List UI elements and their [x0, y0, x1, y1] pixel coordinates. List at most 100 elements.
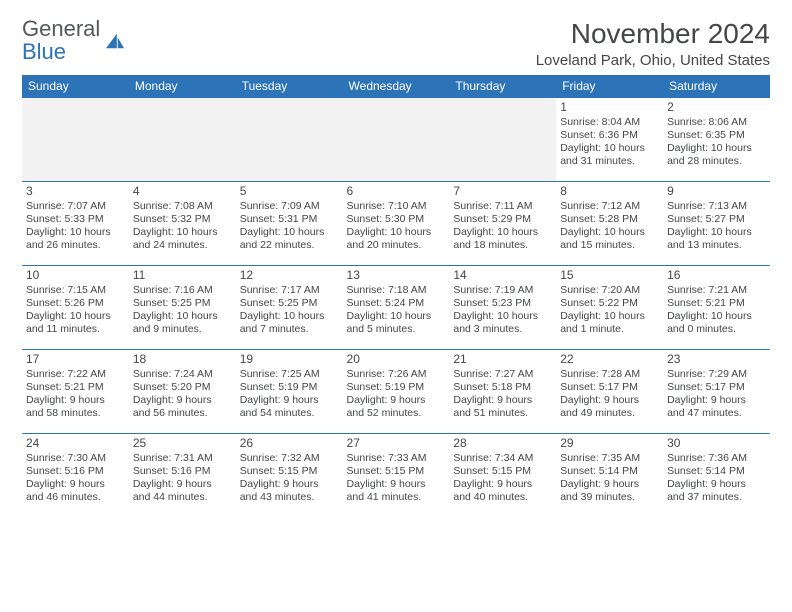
calendar-row: 24Sunrise: 7:30 AMSunset: 5:16 PMDayligh…: [22, 434, 770, 518]
sunset-text: Sunset: 5:29 PM: [453, 213, 552, 226]
page: General Blue November 2024 Loveland Park…: [0, 0, 792, 518]
daylight-text: Daylight: 10 hours and 0 minutes.: [667, 310, 766, 336]
calendar-row: 1Sunrise: 8:04 AMSunset: 6:36 PMDaylight…: [22, 98, 770, 182]
day-number: 28: [453, 436, 552, 451]
day-number: 23: [667, 352, 766, 367]
sunset-text: Sunset: 5:17 PM: [560, 381, 659, 394]
calendar-cell: 18Sunrise: 7:24 AMSunset: 5:20 PMDayligh…: [129, 350, 236, 434]
daylight-text: Daylight: 10 hours and 15 minutes.: [560, 226, 659, 252]
logo-text: General Blue: [22, 18, 100, 64]
sunset-text: Sunset: 5:25 PM: [133, 297, 232, 310]
day-number: 1: [560, 100, 659, 115]
calendar-cell: 24Sunrise: 7:30 AMSunset: 5:16 PMDayligh…: [22, 434, 129, 518]
calendar-cell: 11Sunrise: 7:16 AMSunset: 5:25 PMDayligh…: [129, 266, 236, 350]
daylight-text: Daylight: 9 hours and 49 minutes.: [560, 394, 659, 420]
sunrise-text: Sunrise: 7:32 AM: [240, 452, 339, 465]
calendar-row: 3Sunrise: 7:07 AMSunset: 5:33 PMDaylight…: [22, 182, 770, 266]
sunset-text: Sunset: 5:23 PM: [453, 297, 552, 310]
daylight-text: Daylight: 9 hours and 41 minutes.: [347, 478, 446, 504]
calendar-cell-blank: [22, 98, 129, 182]
day-number: 8: [560, 184, 659, 199]
sunrise-text: Sunrise: 7:27 AM: [453, 368, 552, 381]
day-number: 24: [26, 436, 125, 451]
day-number: 30: [667, 436, 766, 451]
weekday-header: Thursday: [449, 75, 556, 98]
daylight-text: Daylight: 10 hours and 11 minutes.: [26, 310, 125, 336]
sail-icon: [104, 32, 126, 50]
daylight-text: Daylight: 10 hours and 26 minutes.: [26, 226, 125, 252]
daylight-text: Daylight: 10 hours and 20 minutes.: [347, 226, 446, 252]
daylight-text: Daylight: 9 hours and 56 minutes.: [133, 394, 232, 420]
sunrise-text: Sunrise: 7:19 AM: [453, 284, 552, 297]
calendar-cell: 4Sunrise: 7:08 AMSunset: 5:32 PMDaylight…: [129, 182, 236, 266]
day-number: 21: [453, 352, 552, 367]
calendar-cell: 25Sunrise: 7:31 AMSunset: 5:16 PMDayligh…: [129, 434, 236, 518]
calendar-cell-blank: [236, 98, 343, 182]
calendar-table: SundayMondayTuesdayWednesdayThursdayFrid…: [22, 75, 770, 518]
day-number: 19: [240, 352, 339, 367]
calendar-row: 10Sunrise: 7:15 AMSunset: 5:26 PMDayligh…: [22, 266, 770, 350]
daylight-text: Daylight: 9 hours and 52 minutes.: [347, 394, 446, 420]
daylight-text: Daylight: 10 hours and 18 minutes.: [453, 226, 552, 252]
sunset-text: Sunset: 5:33 PM: [26, 213, 125, 226]
sunset-text: Sunset: 5:31 PM: [240, 213, 339, 226]
daylight-text: Daylight: 9 hours and 43 minutes.: [240, 478, 339, 504]
sunset-text: Sunset: 5:21 PM: [667, 297, 766, 310]
calendar-cell: 2Sunrise: 8:06 AMSunset: 6:35 PMDaylight…: [663, 98, 770, 182]
weekday-header: Wednesday: [343, 75, 450, 98]
sunrise-text: Sunrise: 7:22 AM: [26, 368, 125, 381]
sunrise-text: Sunrise: 7:20 AM: [560, 284, 659, 297]
daylight-text: Daylight: 9 hours and 47 minutes.: [667, 394, 766, 420]
daylight-text: Daylight: 9 hours and 37 minutes.: [667, 478, 766, 504]
calendar-cell-blank: [129, 98, 236, 182]
daylight-text: Daylight: 10 hours and 24 minutes.: [133, 226, 232, 252]
sunset-text: Sunset: 5:16 PM: [26, 465, 125, 478]
sunset-text: Sunset: 5:15 PM: [453, 465, 552, 478]
sunrise-text: Sunrise: 7:24 AM: [133, 368, 232, 381]
day-number: 13: [347, 268, 446, 283]
sunrise-text: Sunrise: 7:17 AM: [240, 284, 339, 297]
sunrise-text: Sunrise: 7:12 AM: [560, 200, 659, 213]
sunset-text: Sunset: 5:19 PM: [240, 381, 339, 394]
day-number: 26: [240, 436, 339, 451]
calendar-header: SundayMondayTuesdayWednesdayThursdayFrid…: [22, 75, 770, 98]
calendar-cell: 20Sunrise: 7:26 AMSunset: 5:19 PMDayligh…: [343, 350, 450, 434]
calendar-cell: 13Sunrise: 7:18 AMSunset: 5:24 PMDayligh…: [343, 266, 450, 350]
sunrise-text: Sunrise: 8:04 AM: [560, 116, 659, 129]
daylight-text: Daylight: 10 hours and 31 minutes.: [560, 142, 659, 168]
calendar-cell: 6Sunrise: 7:10 AMSunset: 5:30 PMDaylight…: [343, 182, 450, 266]
sunset-text: Sunset: 5:15 PM: [240, 465, 339, 478]
sunset-text: Sunset: 5:18 PM: [453, 381, 552, 394]
daylight-text: Daylight: 10 hours and 7 minutes.: [240, 310, 339, 336]
sunrise-text: Sunrise: 7:28 AM: [560, 368, 659, 381]
day-number: 22: [560, 352, 659, 367]
day-number: 9: [667, 184, 766, 199]
daylight-text: Daylight: 9 hours and 51 minutes.: [453, 394, 552, 420]
logo: General Blue: [22, 18, 126, 64]
sunset-text: Sunset: 5:15 PM: [347, 465, 446, 478]
day-number: 7: [453, 184, 552, 199]
daylight-text: Daylight: 9 hours and 54 minutes.: [240, 394, 339, 420]
sunrise-text: Sunrise: 7:26 AM: [347, 368, 446, 381]
calendar-cell: 30Sunrise: 7:36 AMSunset: 5:14 PMDayligh…: [663, 434, 770, 518]
weekday-header: Saturday: [663, 75, 770, 98]
day-number: 6: [347, 184, 446, 199]
daylight-text: Daylight: 10 hours and 28 minutes.: [667, 142, 766, 168]
sunset-text: Sunset: 5:17 PM: [667, 381, 766, 394]
sunrise-text: Sunrise: 7:25 AM: [240, 368, 339, 381]
sunset-text: Sunset: 6:35 PM: [667, 129, 766, 142]
sunrise-text: Sunrise: 7:36 AM: [667, 452, 766, 465]
sunrise-text: Sunrise: 8:06 AM: [667, 116, 766, 129]
day-number: 5: [240, 184, 339, 199]
sunrise-text: Sunrise: 7:33 AM: [347, 452, 446, 465]
day-number: 20: [347, 352, 446, 367]
calendar-body: 1Sunrise: 8:04 AMSunset: 6:36 PMDaylight…: [22, 98, 770, 518]
calendar-cell-blank: [449, 98, 556, 182]
calendar-cell: 16Sunrise: 7:21 AMSunset: 5:21 PMDayligh…: [663, 266, 770, 350]
sunset-text: Sunset: 5:22 PM: [560, 297, 659, 310]
sunset-text: Sunset: 5:26 PM: [26, 297, 125, 310]
calendar-cell: 17Sunrise: 7:22 AMSunset: 5:21 PMDayligh…: [22, 350, 129, 434]
daylight-text: Daylight: 10 hours and 1 minute.: [560, 310, 659, 336]
sunset-text: Sunset: 5:20 PM: [133, 381, 232, 394]
sunset-text: Sunset: 5:25 PM: [240, 297, 339, 310]
